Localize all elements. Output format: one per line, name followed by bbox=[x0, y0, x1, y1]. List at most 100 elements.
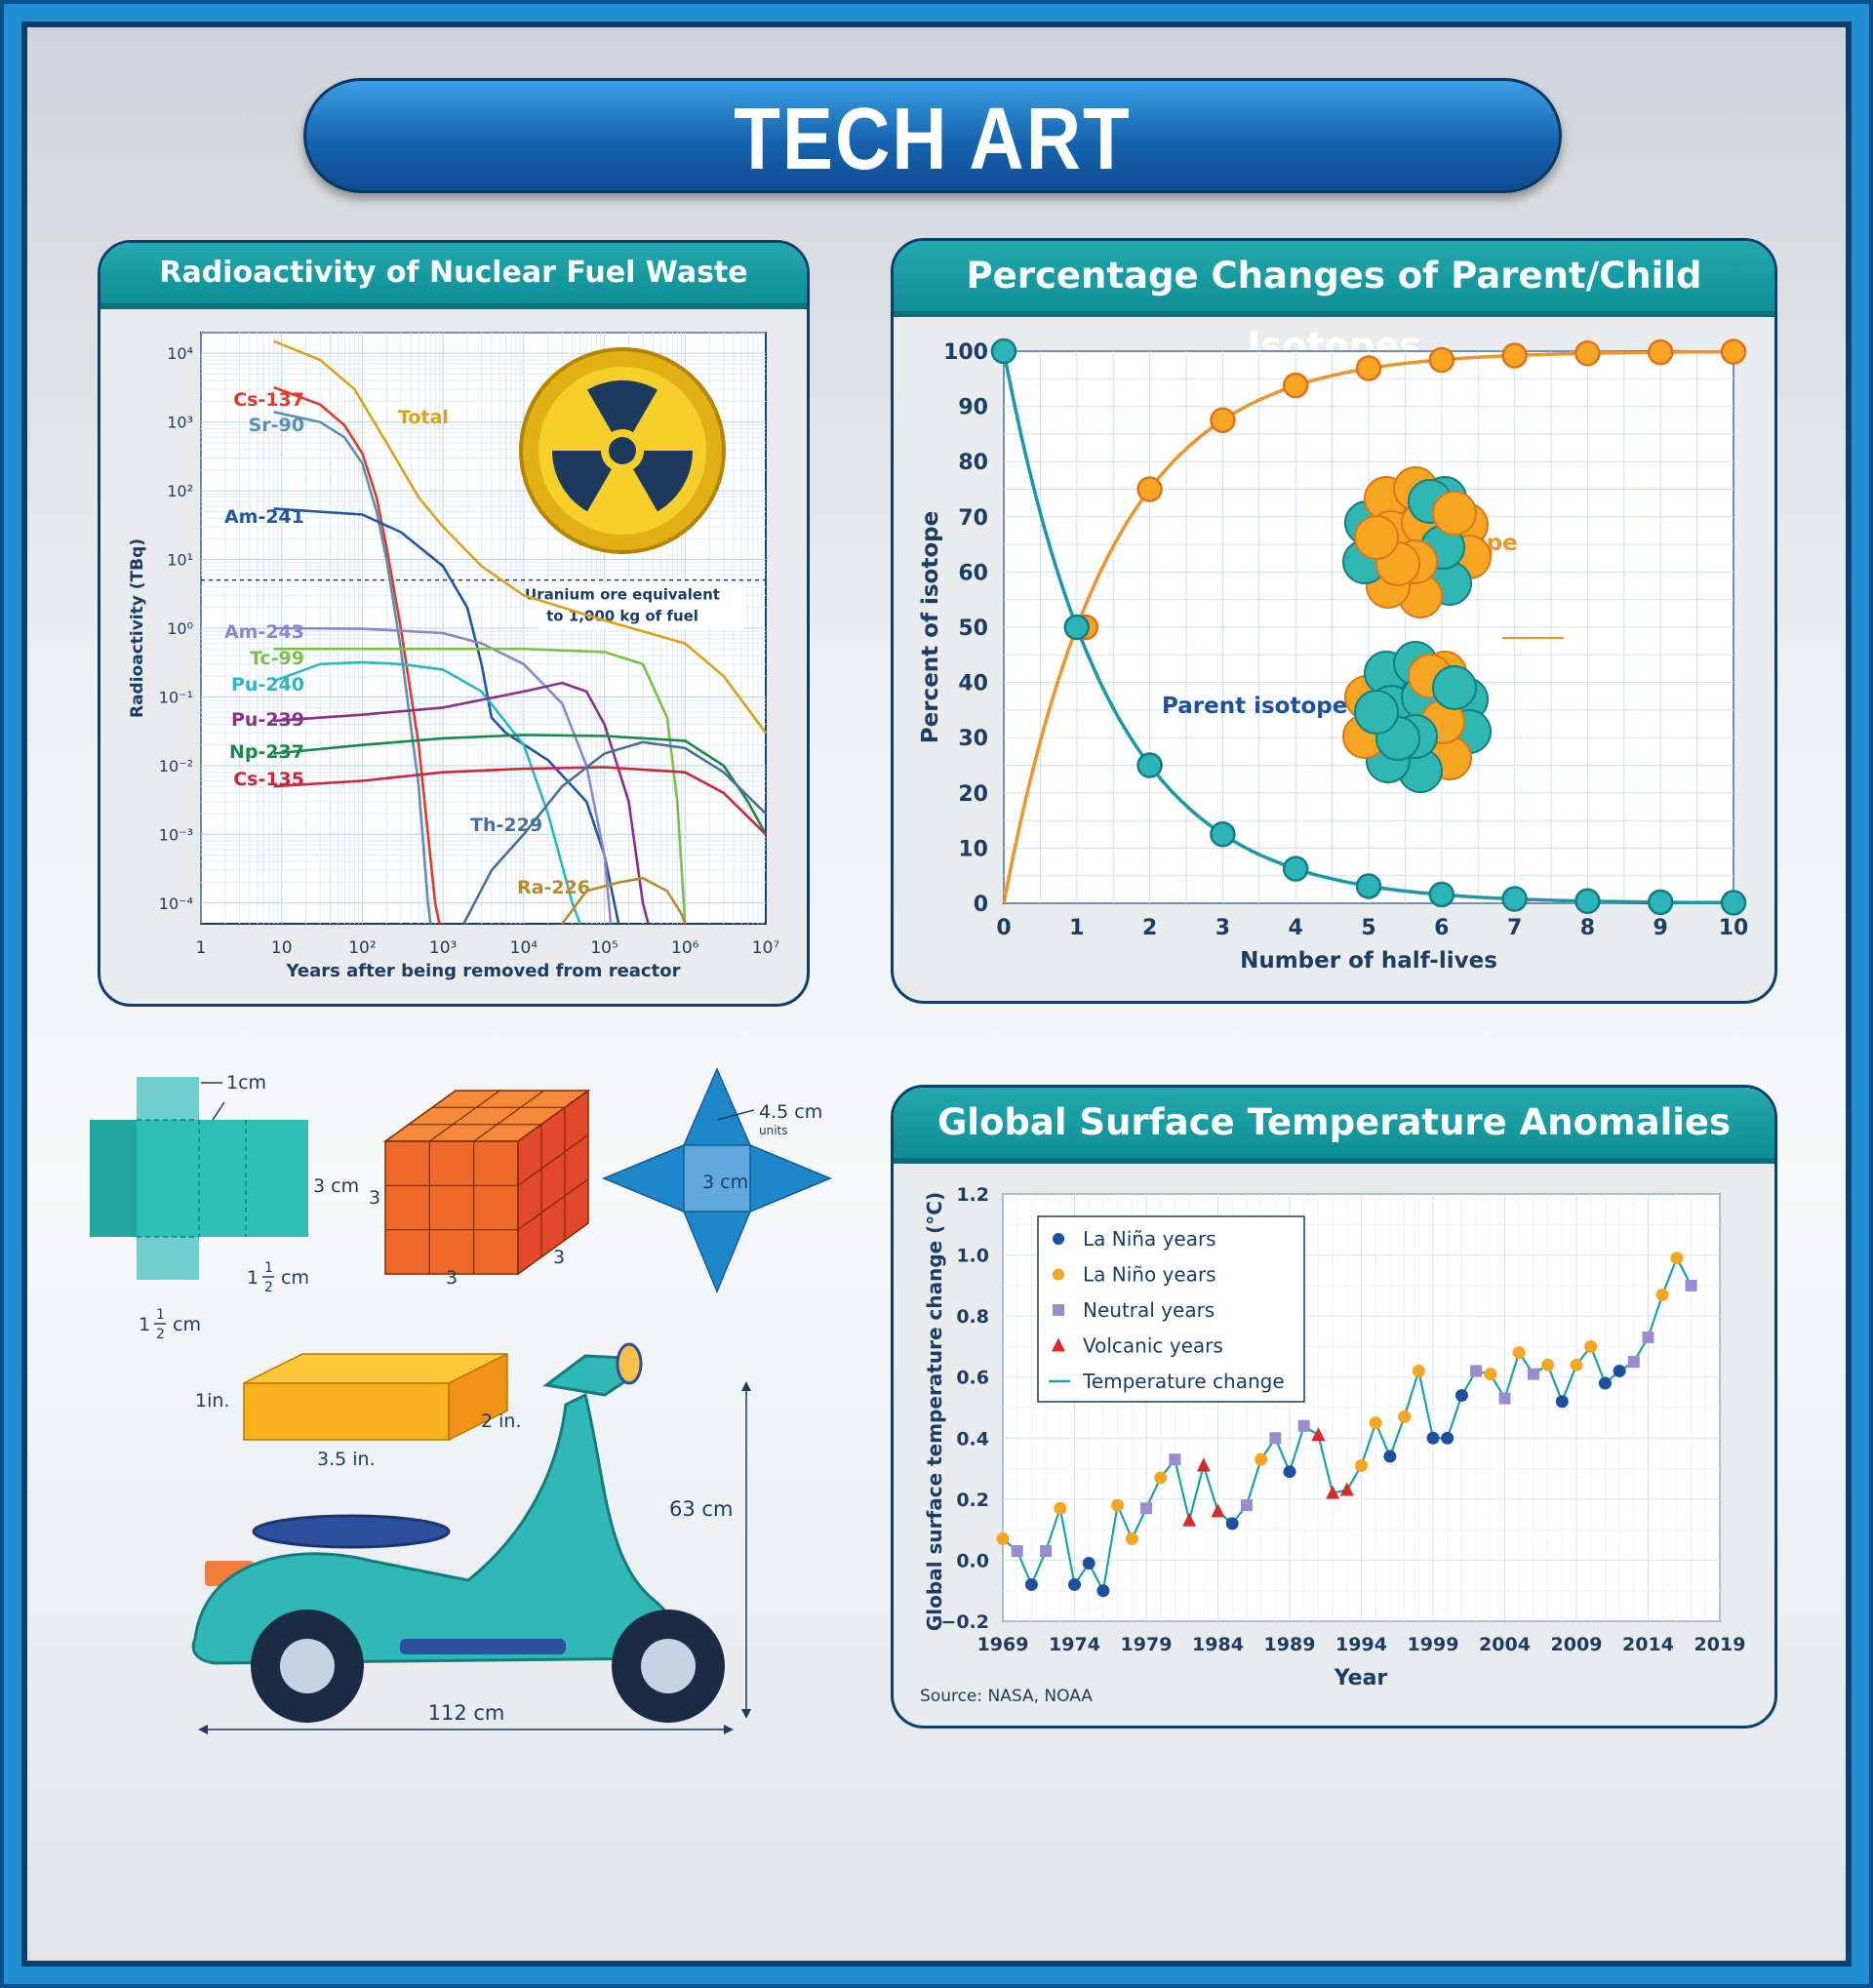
point-la-nina bbox=[1225, 1517, 1239, 1531]
y-axis-label: Radioactivity (TBq) bbox=[128, 538, 147, 718]
nucleon bbox=[1432, 491, 1477, 536]
title-banner: TECH ART bbox=[303, 78, 1562, 193]
y-tick-label: 20 bbox=[958, 782, 988, 807]
series-line-ra-226 bbox=[561, 877, 687, 925]
y-tick-label: 10¹ bbox=[167, 551, 193, 570]
data-point-parent bbox=[990, 338, 1017, 365]
data-point-child bbox=[1282, 372, 1309, 399]
series-label-pu-240: Pu-240 bbox=[231, 674, 304, 696]
pyramid-slant-dimension: 4.5 cm bbox=[759, 1101, 822, 1123]
net-right-frac-den: 2 bbox=[264, 1280, 273, 1295]
net-front-face bbox=[137, 1120, 199, 1237]
point-neutral bbox=[1627, 1356, 1640, 1369]
data-point-child bbox=[1355, 355, 1382, 381]
point-la-nino bbox=[1584, 1339, 1598, 1353]
y-tick-label: 0.4 bbox=[956, 1428, 989, 1450]
radiation-icon bbox=[519, 347, 726, 554]
point-neutral bbox=[1498, 1392, 1511, 1405]
point-neutral bbox=[1642, 1332, 1654, 1344]
parent-nucleus-icon bbox=[1342, 641, 1492, 793]
series-label-total: Total bbox=[398, 407, 449, 428]
x-tick-label: 10 bbox=[271, 938, 293, 958]
legend-marker-nina bbox=[1053, 1233, 1064, 1245]
data-point-child bbox=[1574, 340, 1601, 367]
point-la-nina bbox=[1383, 1450, 1397, 1463]
series-line-tc-99 bbox=[273, 647, 687, 925]
radiation-center bbox=[609, 437, 636, 464]
y-axis-label: Percent of isotope bbox=[918, 511, 943, 743]
series-line-sr-90 bbox=[273, 411, 432, 925]
y-tick-label: 0.2 bbox=[956, 1490, 989, 1511]
scooter-rear-hub bbox=[280, 1639, 335, 1693]
x-tick-label: 4 bbox=[1289, 916, 1303, 940]
series-label-pu-239: Pu-239 bbox=[231, 709, 304, 731]
net-back-face bbox=[246, 1120, 308, 1237]
net-top-dimension: 1cm bbox=[226, 1072, 266, 1093]
legend-label-neutral: Neutral years bbox=[1083, 1298, 1215, 1322]
series-line-pu-240 bbox=[273, 660, 581, 925]
prism-height-label: 1in. bbox=[195, 1390, 229, 1411]
point-volcanic bbox=[1311, 1427, 1326, 1442]
point-volcanic bbox=[1196, 1457, 1211, 1472]
point-la-nino bbox=[1655, 1288, 1669, 1301]
point-volcanic bbox=[1211, 1503, 1225, 1518]
isotope-chart: 0 1 2 3 4 5 6 7 8 9 100102030405060708090100Number… bbox=[918, 338, 1748, 974]
x-tick-label: 2 bbox=[1142, 916, 1157, 940]
data-point-parent bbox=[1501, 886, 1528, 912]
legend-marker-volcanic bbox=[1052, 1337, 1065, 1352]
parent-isotope-label: Parent isotope bbox=[1162, 694, 1347, 719]
cube-grid bbox=[517, 1133, 589, 1186]
point-la-nino bbox=[1670, 1252, 1684, 1265]
data-point-parent bbox=[1063, 614, 1091, 641]
y-tick-label: 10⁻⁴ bbox=[159, 895, 193, 913]
cube-front bbox=[384, 1140, 519, 1275]
point-la-nino bbox=[1369, 1416, 1382, 1430]
y-tick-label: 1.2 bbox=[956, 1184, 989, 1206]
data-point-parent bbox=[1136, 752, 1163, 778]
x-tick-label: 2004 bbox=[1479, 1634, 1531, 1655]
temperature-chart: 1969 1974 1979 1984 1989 1994 1999 2004 2009 2014… bbox=[920, 1184, 1745, 1706]
annotation-line-2: to 1,000 kg of fuel bbox=[546, 608, 698, 625]
net-height-dimension: 3 cm bbox=[313, 1175, 359, 1197]
x-tick-label: 1989 bbox=[1264, 1634, 1316, 1655]
page-title: TECH ART bbox=[734, 89, 1132, 188]
point-neutral bbox=[1297, 1419, 1310, 1432]
x-tick-label: 1 bbox=[196, 938, 207, 958]
point-la-nina bbox=[1555, 1395, 1569, 1409]
point-la-nina bbox=[1441, 1431, 1455, 1445]
scooter-length-label: 112 cm bbox=[428, 1701, 505, 1725]
x-tick-label: 10² bbox=[348, 938, 376, 958]
series-label-am-243: Am-243 bbox=[224, 621, 304, 643]
series-label-th-229: Th-229 bbox=[470, 815, 542, 836]
data-point-parent bbox=[1574, 888, 1601, 914]
x-tick-label: 1994 bbox=[1335, 1634, 1387, 1655]
y-tick-label: 40 bbox=[958, 672, 988, 696]
legend-box bbox=[1037, 1215, 1305, 1403]
point-neutral bbox=[1040, 1545, 1053, 1558]
y-tick-label: 10⁴ bbox=[167, 344, 193, 363]
y-tick-label: 80 bbox=[958, 451, 988, 475]
point-la-nino bbox=[1054, 1501, 1067, 1515]
point-volcanic bbox=[1326, 1485, 1340, 1499]
y-tick-label: 1.0 bbox=[956, 1246, 989, 1267]
y-tick-label: 10⁻¹ bbox=[159, 688, 193, 706]
y-tick-label: 100 bbox=[943, 340, 988, 365]
series-label-ra-226: Ra-226 bbox=[517, 877, 590, 898]
y-tick-label: 10² bbox=[167, 482, 193, 500]
y-tick-label: 0.8 bbox=[956, 1306, 989, 1328]
y-axis-label: Global surface temperature change (°C) bbox=[923, 1192, 946, 1631]
x-tick-label: 10⁵ bbox=[590, 938, 618, 958]
point-la-nina bbox=[1455, 1388, 1468, 1402]
cube-grid bbox=[473, 1090, 545, 1142]
annotation-bg bbox=[538, 581, 743, 629]
net-left-frac-den: 2 bbox=[156, 1327, 165, 1342]
x-tick-label: 10³ bbox=[429, 938, 457, 958]
y-tick-label: 0 bbox=[974, 893, 988, 917]
legend-label-nino: La Niño years bbox=[1083, 1263, 1216, 1287]
data-point-parent bbox=[1210, 821, 1236, 848]
data-point-parent bbox=[1282, 855, 1309, 882]
net-left-unit: cm bbox=[173, 1314, 201, 1335]
x-tick-label: 8 bbox=[1580, 916, 1595, 940]
data-point-parent bbox=[1647, 889, 1674, 916]
y-tick-label: −0.2 bbox=[940, 1611, 989, 1633]
